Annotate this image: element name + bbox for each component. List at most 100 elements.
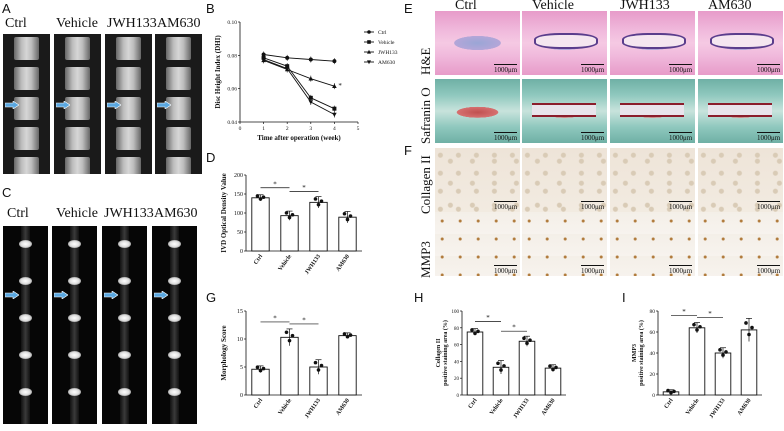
data-point — [695, 328, 699, 332]
vertebra — [65, 37, 90, 60]
panel-label-b: B — [206, 1, 215, 16]
y-tick-label: 20 — [454, 377, 460, 382]
vertebra — [166, 127, 191, 150]
disc-structure — [532, 103, 596, 117]
histology-row-label: H&E — [418, 47, 433, 75]
legend-marker — [367, 30, 371, 34]
scale-bar: 1000μm — [581, 64, 605, 74]
y-tick-label: 80 — [454, 327, 460, 332]
y-tick-label: 80 — [650, 309, 656, 315]
data-point — [316, 368, 321, 372]
data-point — [319, 199, 324, 204]
vertebra — [116, 157, 141, 174]
vertebra — [166, 67, 191, 90]
scale-bar: 1000μm — [581, 265, 605, 275]
series-line — [263, 57, 335, 110]
arrow-icon — [4, 286, 20, 300]
scale-bar: 1000μm — [757, 132, 781, 142]
disc-signal — [19, 277, 32, 285]
x-tick-label: 3 — [309, 126, 312, 132]
scale-bar: 1000μm — [757, 201, 781, 211]
vertebra — [65, 157, 90, 174]
arrow-icon — [53, 286, 69, 300]
y-axis-label: Morphology Score — [220, 325, 228, 380]
disc-structure — [710, 33, 774, 49]
y-axis-label: positive staining area (%) — [638, 320, 645, 386]
data-point — [744, 321, 748, 325]
significance-mark: * — [302, 184, 306, 192]
mri-group-label: Vehicle — [56, 206, 98, 221]
legend-marker — [367, 60, 371, 65]
panel-label-e: E — [404, 1, 413, 16]
scale-bar: 1000μm — [494, 201, 518, 211]
bar — [280, 336, 299, 396]
x-tick-label: 4 — [333, 126, 336, 132]
bar — [338, 335, 357, 396]
histology-group-label: Vehicle — [532, 0, 574, 13]
x-tick-label: AM630 — [335, 398, 351, 417]
data-point — [698, 324, 702, 329]
disc-signal — [118, 277, 131, 285]
histology-group-label: JWH133 — [620, 0, 670, 13]
data-point — [499, 368, 503, 372]
data-point — [261, 366, 266, 371]
scale-bar: 1000μm — [494, 132, 518, 142]
data-point — [258, 368, 263, 373]
data-point — [692, 322, 696, 327]
data-point — [284, 330, 289, 335]
scale-bar: 1000μm — [581, 201, 605, 211]
data-point — [750, 325, 754, 330]
data-point — [551, 367, 555, 372]
panel-label-f: F — [404, 143, 412, 158]
scale-bar: 1000μm — [669, 201, 693, 211]
disc-structure — [708, 103, 772, 117]
morphology-score-bar-chart: 0 5 10 15 Morphology Score Ctrl Vehicle JWH133 A… — [220, 309, 362, 420]
disc-signal — [168, 277, 181, 285]
x-tick-label: 2 — [286, 126, 289, 132]
x-tick-label: Ctrl — [253, 253, 264, 265]
legend-marker — [367, 49, 371, 54]
vertebra — [65, 67, 90, 90]
panel-label-a: A — [2, 1, 11, 16]
xray-group-label: Vehicle — [56, 16, 98, 31]
mri-group-label: Ctrl — [7, 206, 29, 221]
bar — [544, 367, 562, 396]
series-line — [263, 54, 335, 62]
disc-signal — [19, 388, 32, 396]
vertebra — [116, 127, 141, 150]
legend-label: Ctrl — [378, 30, 387, 36]
scale-bar: 1000μm — [581, 132, 605, 142]
x-tick-label: Vehicle — [278, 253, 294, 272]
data-point — [721, 353, 725, 357]
histology-group-label: Ctrl — [455, 0, 477, 13]
vertebra — [166, 157, 191, 174]
bar — [518, 340, 536, 396]
data-point — [261, 195, 266, 199]
y-tick-label: 200 — [234, 173, 243, 179]
spinal-column — [120, 226, 129, 424]
data-point — [672, 389, 676, 394]
data-point — [345, 217, 350, 222]
ivd-density-bar-chart: 0 50 100 150 200 IVD Optical Density Value Ctr… — [220, 173, 362, 276]
panel-label-h: H — [414, 290, 424, 305]
series-line — [263, 59, 335, 115]
y-tick-label: 0 — [652, 393, 655, 399]
disc-signal — [68, 388, 81, 396]
data-point — [348, 333, 353, 337]
disc-signal — [68, 277, 81, 285]
spinal-column — [70, 226, 79, 424]
y-axis-label: MMP3 — [632, 344, 638, 362]
data-point — [255, 194, 260, 198]
disc-signal — [68, 314, 81, 322]
x-tick-label: JWH133 — [513, 398, 531, 420]
data-point — [718, 348, 722, 352]
y-tick-label: 0.04 — [227, 120, 237, 126]
histology-group-label: AM630 — [708, 0, 752, 13]
y-tick-label: 50 — [237, 230, 243, 236]
x-tick-label: Ctrl — [253, 397, 264, 409]
vertebra — [116, 97, 141, 120]
panel-label-c: C — [2, 185, 12, 200]
data-point — [290, 212, 295, 217]
vertebra — [116, 67, 141, 90]
vertebra — [14, 67, 39, 90]
